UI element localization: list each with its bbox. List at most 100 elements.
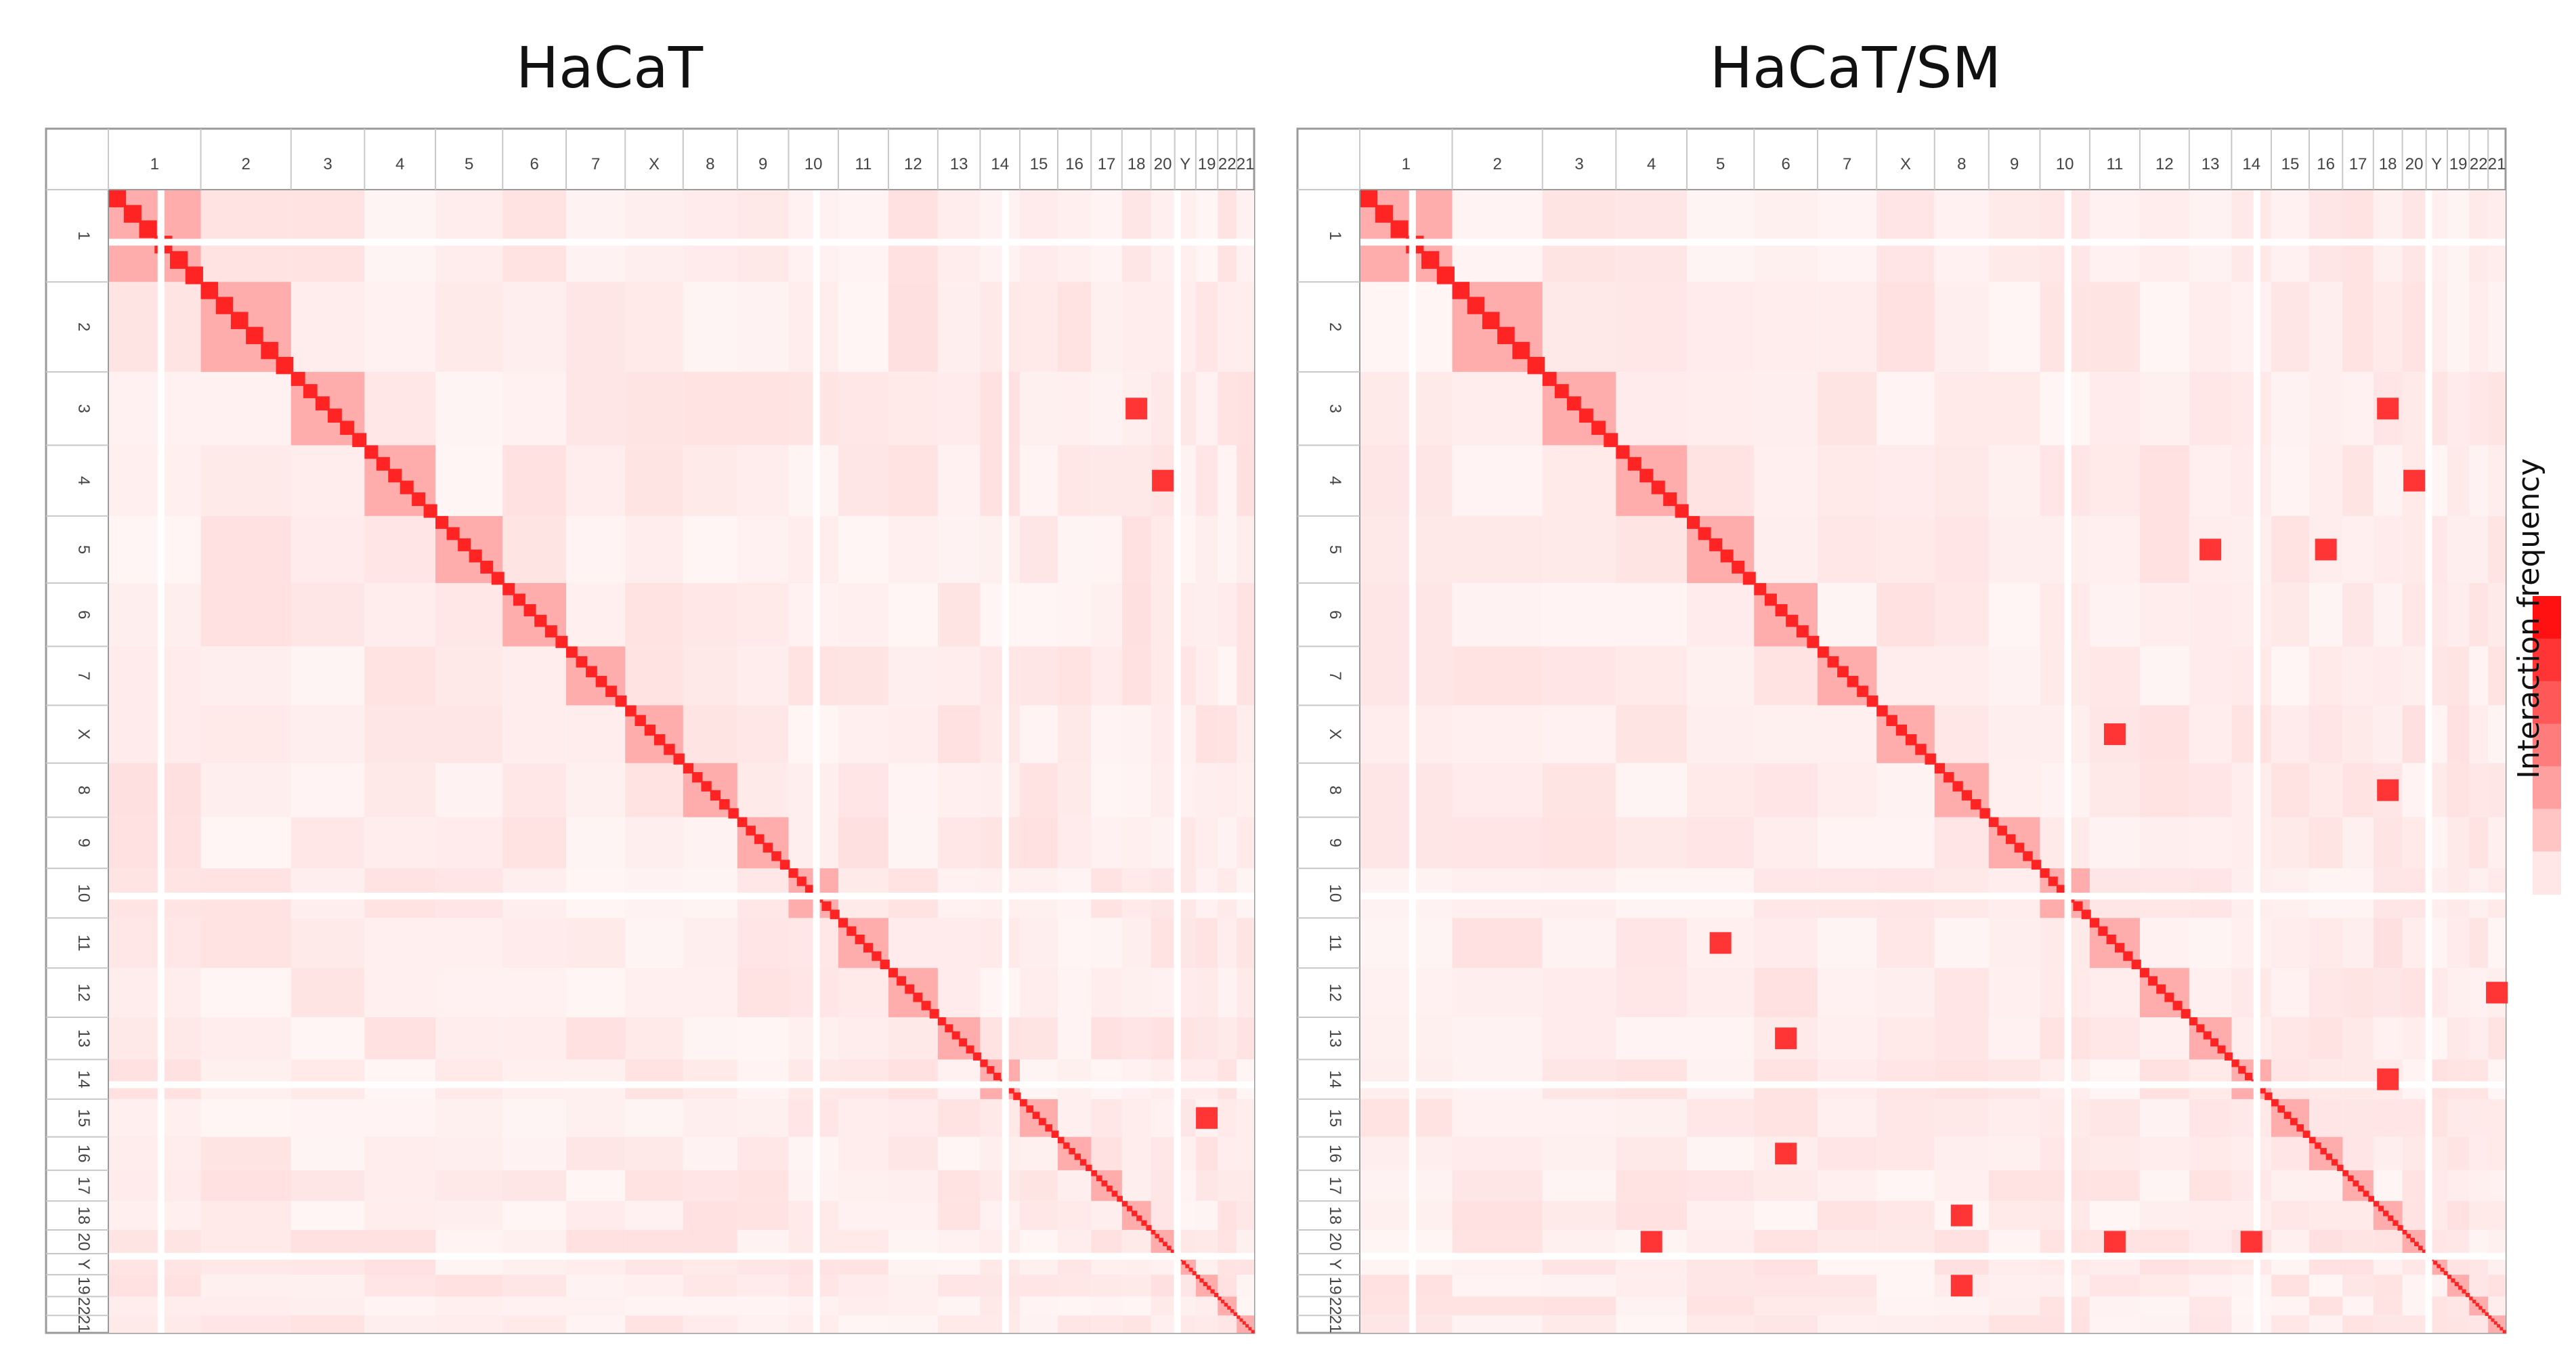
inter-chrom-cell — [1218, 1170, 1237, 1201]
inter-chrom-cell — [1237, 705, 1254, 763]
inter-chrom-cell — [364, 372, 436, 446]
inter-chrom-cell — [435, 1315, 503, 1333]
inter-chrom-cell — [2139, 918, 2189, 969]
inter-chrom-cell — [2469, 190, 2489, 282]
diag-core — [261, 341, 278, 360]
inter-chrom-cell — [1818, 1099, 1877, 1137]
inter-chrom-cell — [980, 1275, 1021, 1297]
gap-col — [157, 190, 165, 1333]
inter-chrom-cell — [1121, 1136, 1151, 1170]
col-chrom-label: 2 — [1493, 155, 1501, 173]
diag-core — [1818, 646, 1829, 658]
inter-chrom-cell — [200, 1315, 291, 1333]
inter-chrom-cell — [291, 918, 365, 969]
inter-chrom-cell — [291, 190, 365, 282]
inter-chrom-cell — [2309, 705, 2343, 763]
inter-chrom-cell — [108, 1315, 201, 1333]
inter-chrom-cell — [200, 646, 291, 706]
inter-chrom-cell — [2271, 1201, 2309, 1230]
inter-chrom-cell — [108, 582, 201, 647]
inter-chrom-cell — [2342, 445, 2374, 516]
diag-core — [779, 859, 790, 870]
inter-chrom-cell — [2271, 515, 2309, 583]
inter-chrom-cell — [2373, 582, 2403, 647]
inter-chrom-cell — [2309, 1229, 2343, 1254]
col-chrom-label: 18 — [1128, 155, 1146, 173]
diag-core — [376, 456, 390, 471]
inter-chrom-cell — [364, 515, 436, 583]
diag-core — [2014, 843, 2025, 853]
inter-chrom-cell — [1542, 968, 1616, 1017]
col-chrom-label: Y — [1180, 155, 1190, 173]
inter-chrom-cell — [2488, 705, 2506, 763]
inter-chrom-cell — [1360, 1059, 1453, 1099]
inter-chrom-cell — [1542, 918, 1616, 969]
inter-chrom-cell — [1151, 918, 1175, 969]
inter-chrom-cell — [1616, 515, 1688, 583]
inter-chrom-cell — [1020, 282, 1058, 373]
inter-chrom-cell — [1754, 1099, 1818, 1137]
inter-chrom-cell — [2447, 372, 2470, 446]
diag-core — [595, 675, 607, 687]
inter-chrom-cell — [838, 1059, 888, 1099]
inter-chrom-cell — [1988, 190, 2040, 282]
inter-chrom-cell — [2342, 1017, 2374, 1060]
row-chrom-label: 13 — [74, 1029, 93, 1048]
diag-core — [170, 251, 188, 269]
inter-chrom-cell — [625, 282, 683, 373]
row-chrom-label: 12 — [1326, 983, 1344, 1002]
diag-core — [2264, 1092, 2273, 1101]
inter-chrom-cell — [2089, 1275, 2140, 1297]
inter-chrom-cell — [2488, 918, 2506, 969]
inter-chrom-cell — [2189, 1170, 2232, 1201]
inter-chrom-cell — [291, 705, 365, 763]
inter-chrom-cell — [1934, 1315, 1989, 1333]
diag-core — [1230, 1308, 1235, 1313]
inter-chrom-cell — [888, 646, 938, 706]
inter-chrom-cell — [291, 582, 365, 647]
interaction-hotspot — [2377, 398, 2399, 420]
inter-chrom-cell — [1057, 515, 1092, 583]
interaction-hotspot — [1196, 1107, 1218, 1129]
inter-chrom-cell — [2139, 763, 2189, 817]
inter-chrom-cell — [1876, 968, 1935, 1017]
inter-chrom-cell — [1020, 582, 1058, 647]
inter-chrom-cell — [291, 646, 365, 706]
inter-chrom-cell — [108, 817, 201, 869]
inter-chrom-cell — [1452, 1170, 1543, 1201]
inter-chrom-cell — [1057, 1229, 1092, 1254]
inter-chrom-cell — [2342, 582, 2374, 647]
inter-chrom-cell — [2469, 1059, 2489, 1099]
diag-core — [215, 297, 234, 314]
row-chrom-label: 16 — [1326, 1145, 1344, 1163]
inter-chrom-cell — [2402, 190, 2426, 282]
inter-chrom-cell — [737, 445, 789, 516]
col-chrom-label: 4 — [395, 155, 404, 173]
inter-chrom-cell — [1020, 817, 1058, 869]
inter-chrom-cell — [625, 1017, 683, 1060]
inter-chrom-cell — [838, 1315, 888, 1333]
inter-chrom-cell — [888, 1296, 938, 1316]
inter-chrom-cell — [566, 515, 626, 583]
inter-chrom-cell — [566, 1136, 626, 1170]
diag-core — [1786, 614, 1799, 627]
inter-chrom-cell — [1091, 918, 1122, 969]
inter-chrom-cell — [2447, 515, 2470, 583]
diag-core — [830, 910, 840, 920]
diag-core — [2315, 1142, 2321, 1149]
inter-chrom-cell — [1542, 1296, 1616, 1316]
inter-chrom-cell — [435, 372, 503, 446]
diag-core — [1360, 190, 1378, 208]
diag-core — [1944, 772, 1954, 783]
inter-chrom-cell — [2271, 1229, 2309, 1254]
gap-col — [2425, 190, 2432, 1333]
diag-core — [1091, 1170, 1098, 1176]
diag-core — [1151, 1229, 1156, 1235]
inter-chrom-cell — [838, 705, 888, 763]
inter-chrom-cell — [1754, 1170, 1818, 1201]
inter-chrom-cell — [502, 763, 567, 817]
inter-chrom-cell — [1360, 515, 1453, 583]
inter-chrom-cell — [1151, 282, 1175, 373]
inter-chrom-cell — [435, 445, 503, 516]
inter-chrom-cell — [2469, 817, 2489, 869]
